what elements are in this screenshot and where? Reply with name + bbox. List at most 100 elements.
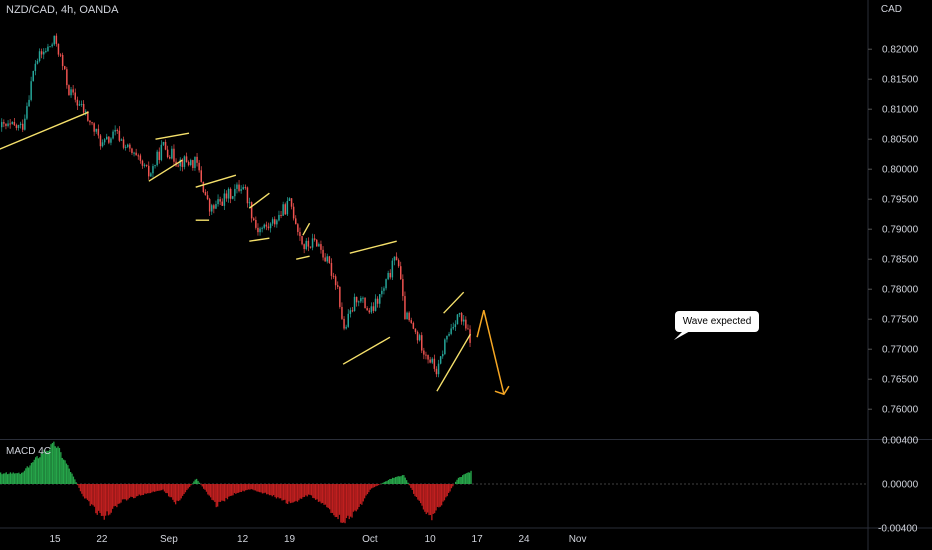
candle-down xyxy=(173,148,175,162)
macd-bar xyxy=(228,484,230,497)
candle-down xyxy=(139,155,142,161)
candle-up xyxy=(45,51,47,53)
pattern-trendlines[interactable] xyxy=(0,111,472,392)
macd-bar xyxy=(390,478,392,484)
candle-up xyxy=(112,131,114,139)
price-tick-label: 0.79500 xyxy=(882,195,919,206)
macd-bar xyxy=(260,484,262,493)
macd-bar xyxy=(313,484,315,499)
trendline-12[interactable] xyxy=(443,291,465,314)
macd-bar xyxy=(217,484,219,507)
macd-bar xyxy=(172,484,174,500)
candle-up xyxy=(215,204,217,209)
candle-down xyxy=(177,165,179,167)
candle-down xyxy=(137,155,139,157)
candle-down xyxy=(66,69,68,86)
macd-bar xyxy=(109,484,111,515)
macd-bar xyxy=(407,482,409,484)
macd-bar xyxy=(270,484,272,496)
macd-bar xyxy=(201,484,203,487)
candle-down xyxy=(414,328,417,332)
symbol-title[interactable]: NZD/CAD, 4h, OANDA xyxy=(6,4,119,16)
macd-bar xyxy=(218,484,220,502)
trendline-3[interactable] xyxy=(148,159,183,182)
macd-bar xyxy=(338,484,341,515)
macd-bar xyxy=(292,484,294,503)
macd-bar xyxy=(239,484,241,493)
macd-bar xyxy=(68,468,70,484)
macd-bar xyxy=(155,484,157,492)
macd-bar xyxy=(413,484,415,494)
macd-bar xyxy=(392,477,394,484)
macd-histogram xyxy=(0,441,868,524)
macd-bar xyxy=(309,484,311,495)
macd-bar xyxy=(191,483,194,484)
trendline-9[interactable] xyxy=(296,255,310,260)
candle-up xyxy=(190,160,192,166)
macd-bar xyxy=(121,484,124,500)
macd-bar xyxy=(177,484,180,502)
candle-down xyxy=(15,125,18,128)
macd-bar xyxy=(175,484,177,505)
candle-down xyxy=(141,160,144,166)
candle-down xyxy=(433,358,436,369)
macd-bar xyxy=(397,476,399,484)
candle-up xyxy=(446,335,448,340)
forecast-path[interactable] xyxy=(476,310,505,395)
candle-down xyxy=(328,256,331,263)
macd-indicator-label[interactable]: MACD 4C xyxy=(6,446,52,457)
trendline-2[interactable] xyxy=(155,132,190,140)
candle-up xyxy=(26,106,28,119)
macd-bar xyxy=(411,484,413,490)
trendline-4[interactable] xyxy=(195,174,237,188)
macd-bar xyxy=(114,484,117,506)
trendline-1[interactable] xyxy=(0,111,89,151)
candle-up xyxy=(242,187,244,190)
macd-bar xyxy=(233,484,236,494)
macd-bar xyxy=(320,484,322,504)
macd-bar xyxy=(124,484,126,500)
macd-bar xyxy=(275,484,278,499)
candle-up xyxy=(345,326,347,329)
macd-bar xyxy=(57,446,59,484)
candle-up xyxy=(53,35,55,45)
candle-down xyxy=(158,151,160,160)
candle-down xyxy=(221,201,223,206)
candle-up xyxy=(19,123,22,125)
macd-bar xyxy=(247,484,250,490)
macd-bar xyxy=(144,484,146,494)
candle-up xyxy=(51,44,53,47)
trendline-13[interactable] xyxy=(436,333,472,392)
candle-up xyxy=(85,111,87,113)
trendline-8[interactable] xyxy=(302,222,311,236)
macd-bar xyxy=(210,484,212,498)
macd-bar xyxy=(74,479,76,484)
macd-bar xyxy=(414,484,416,497)
macd-bar xyxy=(131,484,133,498)
candle-up xyxy=(38,51,41,61)
wave-expected-callout[interactable]: Wave expected xyxy=(675,311,759,332)
trendline-7[interactable] xyxy=(249,237,270,242)
macd-bar xyxy=(110,484,112,513)
candle-down xyxy=(303,244,305,250)
candle-up xyxy=(452,327,454,329)
macd-bar xyxy=(208,484,210,496)
forecast-arrow[interactable] xyxy=(476,310,692,396)
macd-bar xyxy=(450,484,453,489)
macd-bar xyxy=(350,484,352,517)
trendline-10[interactable] xyxy=(349,240,397,254)
macd-bar xyxy=(336,484,338,517)
trendline-6[interactable] xyxy=(248,192,270,209)
candle-down xyxy=(265,224,268,227)
macd-bar xyxy=(254,484,257,491)
macd-bar xyxy=(376,484,378,486)
macd-bar xyxy=(323,484,325,505)
candle-down xyxy=(330,262,333,276)
macd-bar xyxy=(280,484,282,499)
macd-bar xyxy=(266,484,268,495)
macd-bar xyxy=(404,477,406,484)
trendline-11[interactable] xyxy=(342,336,391,365)
macd-bar xyxy=(232,484,234,496)
macd-bar xyxy=(4,473,6,484)
